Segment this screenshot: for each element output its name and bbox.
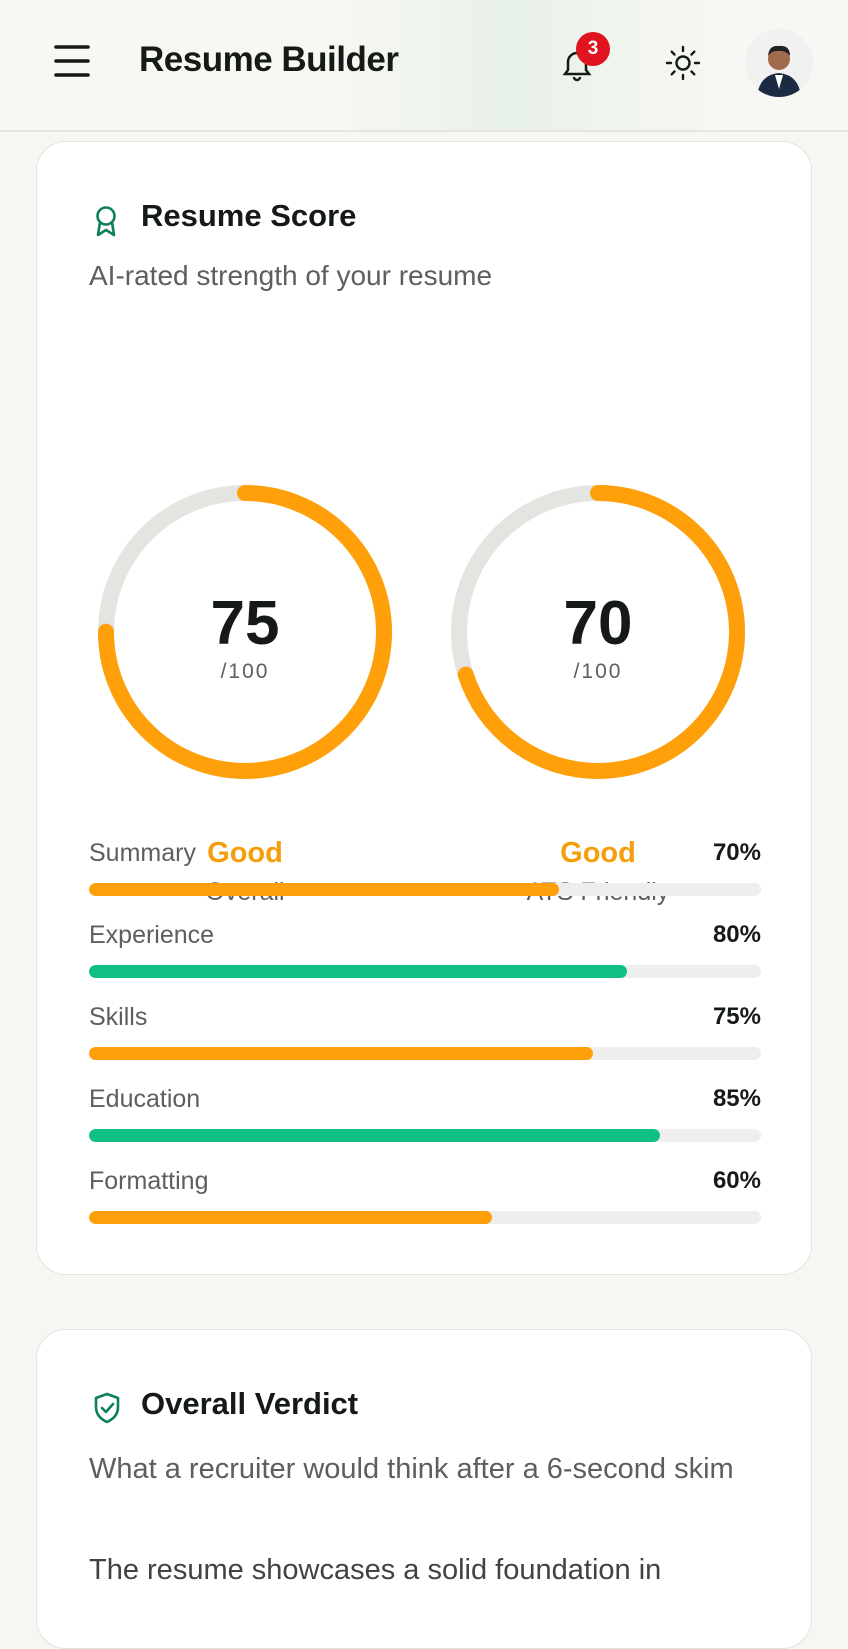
notification-badge: 3 <box>576 32 610 66</box>
verdict-body: The resume showcases a solid foundation … <box>89 1554 662 1586</box>
progress-track <box>89 965 761 978</box>
progress-fill <box>89 1047 593 1060</box>
app-title: Resume Builder <box>139 40 399 79</box>
progress-track <box>89 1129 761 1142</box>
section-score: Formatting 60% <box>89 1167 761 1227</box>
score-max: /100 <box>573 660 623 683</box>
section-percent: 60% <box>712 1167 761 1194</box>
award-icon <box>96 206 116 237</box>
gauge-arc <box>98 485 392 779</box>
section-score: Education 85% <box>89 1085 761 1145</box>
card-subtitle: AI-rated strength of your resume <box>89 260 493 291</box>
section-name: Formatting <box>89 1167 209 1195</box>
avatar-image <box>745 29 813 97</box>
section-name: Summary <box>89 839 196 867</box>
app-header: Resume Builder 3 <box>0 0 848 132</box>
resume-score-card: Resume Score AI-rated strength of your r… <box>36 141 812 1275</box>
score-value: 70 <box>563 589 633 658</box>
progress-fill <box>89 1211 493 1224</box>
section-score: Experience 80% <box>89 921 761 981</box>
section-percent: 70% <box>712 839 761 866</box>
verdict-card: Overall Verdict What a recruiter would t… <box>36 1329 812 1649</box>
section-score: Summary 70% <box>89 839 761 899</box>
progress-fill <box>89 965 627 978</box>
progress-track <box>89 1211 761 1224</box>
section-percent: 80% <box>712 921 761 948</box>
score-gauge: 70/100GoodATS Friendly <box>448 482 758 912</box>
menu-button[interactable] <box>54 44 90 78</box>
card-title: Overall Verdict <box>141 1386 359 1421</box>
score-rating: Good <box>560 837 636 869</box>
progress-track <box>89 883 761 896</box>
score-rating: Good <box>207 837 283 869</box>
gauge-ring <box>451 485 745 779</box>
shield-icon <box>94 1392 120 1424</box>
progress-fill <box>89 1129 661 1142</box>
card-title: Resume Score <box>141 198 357 233</box>
progress-track <box>89 1047 761 1060</box>
score-value: 75 <box>210 589 280 658</box>
section-name: Education <box>89 1085 201 1113</box>
section-name: Skills <box>89 1003 148 1031</box>
gauge-arc <box>451 485 745 779</box>
theme-toggle[interactable] <box>665 45 701 81</box>
user-avatar[interactable] <box>745 29 813 97</box>
score-max: /100 <box>220 660 270 683</box>
card-subtitle: What a recruiter would think after a 6-s… <box>89 1453 734 1485</box>
section-name: Experience <box>89 921 215 949</box>
gauge-ring <box>98 485 392 779</box>
progress-fill <box>89 883 560 896</box>
section-percent: 75% <box>712 1003 761 1030</box>
section-score: Skills 75% <box>89 1003 761 1063</box>
section-percent: 85% <box>712 1085 761 1112</box>
